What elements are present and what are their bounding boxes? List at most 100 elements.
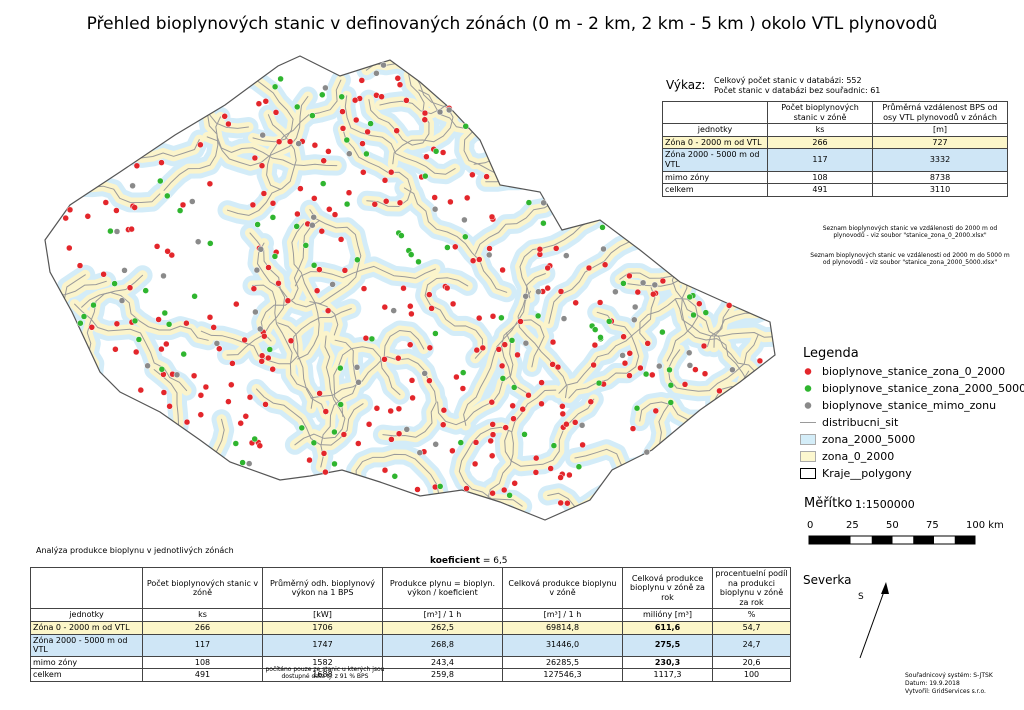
station: [432, 330, 439, 337]
station: [626, 350, 634, 357]
station: [368, 335, 376, 343]
pipeline-buffer: [252, 284, 314, 409]
legend-symbol: [800, 451, 816, 462]
station: [191, 293, 198, 300]
pipeline-buffer: [726, 193, 775, 311]
station: [549, 361, 556, 368]
station: [326, 206, 333, 213]
station: [447, 198, 454, 206]
station: [163, 340, 170, 348]
units-cell: [m]: [872, 123, 1008, 137]
pipeline-buffer: [74, 303, 188, 392]
station: [142, 287, 149, 294]
table-cell: 1688: [262, 668, 383, 682]
pipeline-buffer: [68, 425, 213, 497]
station: [489, 421, 496, 428]
table-cell: 26285,5: [502, 655, 623, 670]
pipeline-buffer: [320, 339, 358, 468]
station: [390, 307, 397, 314]
pipeline-buffer: [481, 389, 557, 510]
scale-tick-label: 75: [926, 520, 939, 531]
table-cell: 8738: [872, 170, 1008, 185]
station: [575, 463, 583, 470]
station: [113, 320, 121, 328]
station: [498, 362, 506, 370]
scale-tick-label: 50: [886, 520, 899, 531]
pipeline-buffer: [464, 83, 575, 175]
station: [587, 398, 595, 406]
station: [153, 243, 161, 250]
table-cell: 54,7: [712, 620, 791, 635]
table-cell: 69814,8: [502, 620, 623, 635]
station: [525, 199, 533, 206]
pipeline-buffer: [681, 266, 749, 383]
country-border: [44, 55, 776, 521]
station: [510, 384, 518, 391]
station: [387, 407, 394, 415]
units-cell: ks: [767, 123, 873, 137]
station: [320, 157, 327, 164]
station: [302, 242, 310, 249]
north-letter: S: [858, 592, 864, 602]
table-cell: 3332: [872, 148, 1008, 172]
units-cell: [m³] / 1 h: [382, 608, 503, 622]
pipeline-buffer: [249, 232, 339, 336]
station: [431, 194, 438, 201]
station: [62, 214, 69, 222]
credit: Vytvořil: GridServices s.r.o.: [905, 688, 986, 695]
station: [651, 281, 659, 289]
pipeline-buffer: [639, 298, 699, 362]
pipeline-buffer: [77, 435, 204, 487]
table-cell: 108: [767, 170, 873, 185]
station: [620, 280, 627, 287]
station: [395, 430, 403, 437]
station: [364, 128, 371, 136]
station: [702, 309, 710, 316]
station: [194, 238, 202, 245]
table-cell: 611,6: [622, 620, 713, 635]
legend-label: bioplynove_stanice_zona_2000_5000: [822, 382, 1024, 395]
pipeline-buffer: [344, 95, 456, 175]
production-note: počítáno pouze ze stanic u kterých jsou …: [265, 666, 385, 680]
station: [265, 264, 272, 271]
stations: [62, 61, 764, 507]
scale-title: Měřítko: [804, 496, 853, 511]
units-cell: milióny [m³]: [622, 608, 713, 622]
station: [559, 403, 566, 410]
station: [487, 437, 494, 445]
station: [294, 210, 301, 218]
station: [469, 171, 476, 179]
station: [506, 492, 513, 499]
station: [229, 360, 236, 367]
station: [656, 362, 663, 370]
station: [164, 192, 171, 200]
station: [310, 262, 318, 269]
station: [696, 300, 703, 307]
legend-symbol: [800, 400, 816, 411]
station: [210, 324, 217, 331]
station: [432, 148, 440, 155]
station: [319, 91, 326, 99]
units-cell: ks: [142, 608, 263, 622]
station: [393, 127, 400, 134]
station: [121, 267, 128, 274]
station: [463, 485, 470, 492]
station: [475, 314, 483, 322]
station: [532, 454, 540, 462]
station: [381, 356, 388, 363]
station: [322, 84, 329, 92]
station: [403, 426, 411, 433]
table-cell: 243,4: [382, 655, 503, 670]
scale-bar: [808, 535, 976, 545]
station: [650, 290, 657, 298]
pipeline-buffer: [403, 187, 508, 293]
table-cell: 262,5: [382, 620, 503, 635]
station: [538, 400, 545, 408]
legend-item: zona_0_2000: [800, 448, 1024, 465]
units-cell: %: [712, 608, 791, 622]
station: [517, 318, 524, 325]
station: [265, 354, 272, 362]
station: [135, 336, 143, 343]
station: [254, 221, 261, 228]
station: [341, 267, 349, 274]
